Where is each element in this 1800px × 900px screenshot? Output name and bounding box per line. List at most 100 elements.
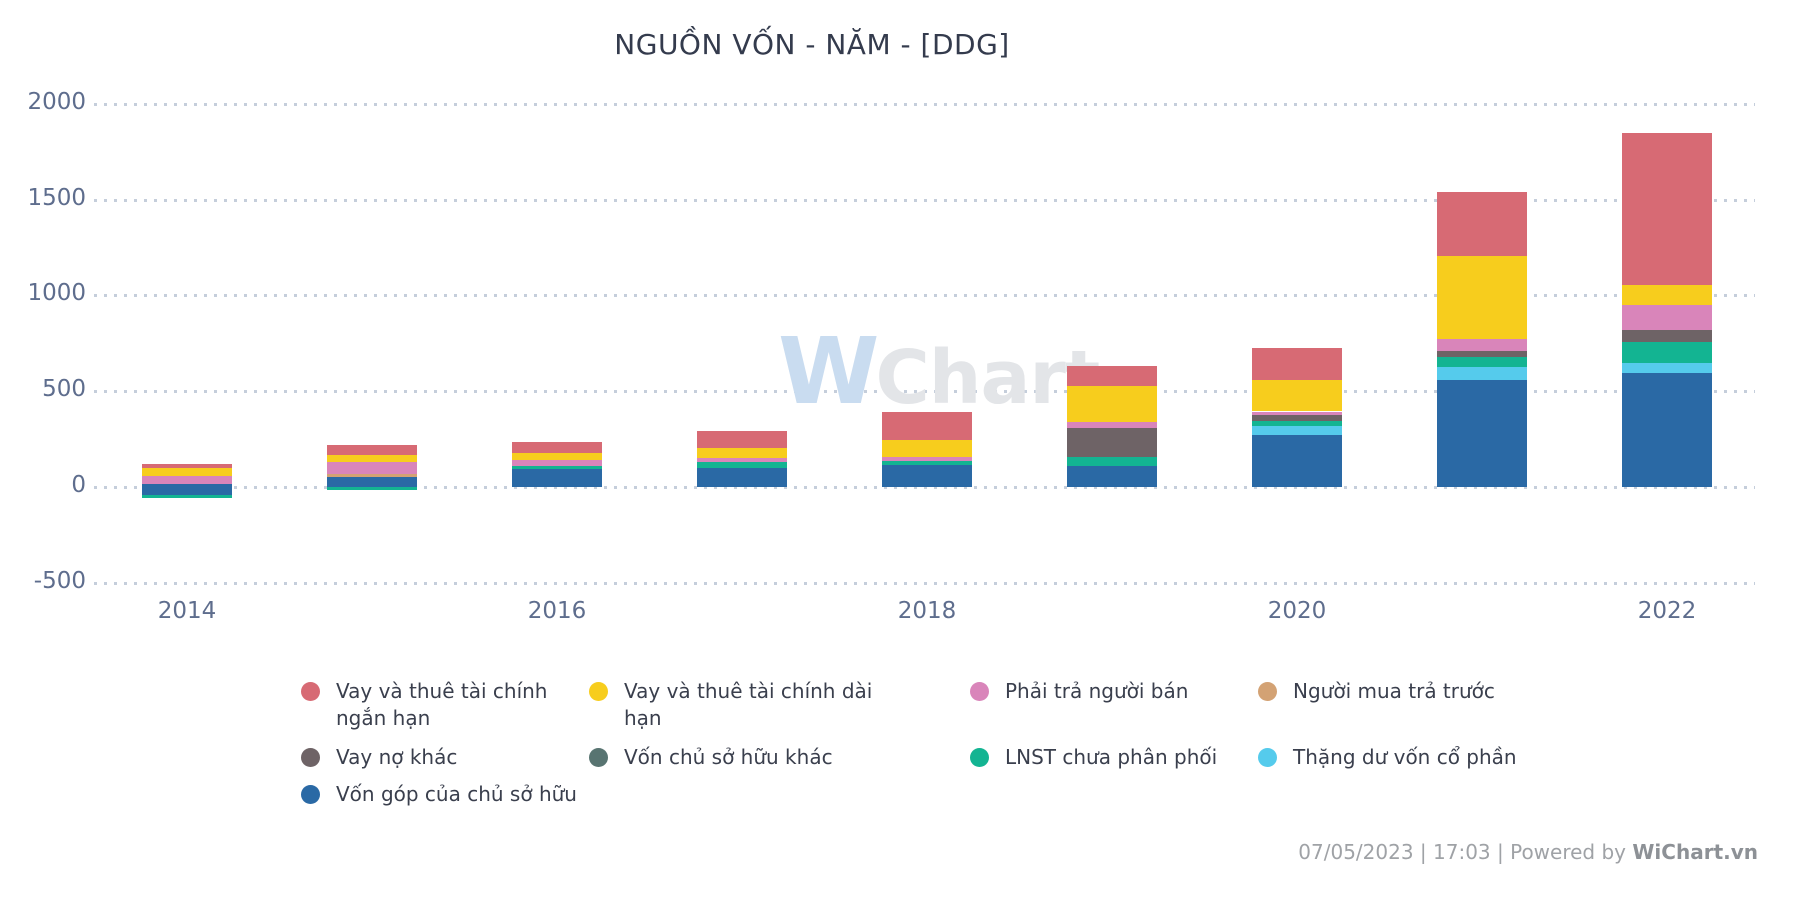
bar-2018-segment-2[interactable] <box>882 456 972 462</box>
y-tick-1000: 1000 <box>27 280 86 307</box>
bar-2020[interactable] <box>1252 348 1342 487</box>
bar-2019-segment-0[interactable] <box>1067 365 1157 387</box>
gridline--500 <box>94 581 1755 585</box>
bar-2021-segment-6[interactable] <box>1437 380 1527 487</box>
bar-2016-segment-4[interactable] <box>512 468 602 487</box>
bar-2017-segment-4[interactable] <box>697 467 787 487</box>
legend-item-0[interactable]: Vay và thuê tài chính ngắn hạn <box>301 678 576 732</box>
gridline-0 <box>94 486 1755 489</box>
legend-label: Vay và thuê tài chính dài hạn <box>624 679 873 730</box>
bar-2017-segment-3[interactable] <box>697 462 787 468</box>
gridline-1500 <box>94 198 1755 202</box>
bar-2017-segment-0[interactable] <box>697 431 787 448</box>
bar-2015-segment-4[interactable] <box>327 477 417 487</box>
legend-item-2[interactable]: Phải trả người bán <box>970 678 1188 705</box>
y-tick-500: 500 <box>42 376 86 403</box>
x-tick-2014: 2014 <box>157 598 217 624</box>
gridline-1000 <box>94 294 1755 298</box>
legend-swatch-icon <box>589 748 608 767</box>
bar-2020-segment-6[interactable] <box>1252 434 1342 487</box>
bar-2019-segment-1[interactable] <box>1067 386 1157 423</box>
bar-2015-segment-2[interactable] <box>327 462 417 475</box>
legend-item-7[interactable]: Thặng dư vốn cổ phần <box>1258 744 1517 771</box>
bar-2020-segment-0[interactable] <box>1252 348 1342 381</box>
bar-2021-segment-3[interactable] <box>1437 351 1527 357</box>
bar-2019-segment-4[interactable] <box>1067 457 1157 467</box>
footer: 07/05/2023 | 17:03 | Powered by WiChart.… <box>1298 840 1758 864</box>
bar-2019[interactable] <box>1067 365 1157 487</box>
y-tick-2000: 2000 <box>27 88 86 115</box>
legend-item-5[interactable]: Vốn chủ sở hữu khác <box>589 744 833 771</box>
bar-2019-segment-3[interactable] <box>1067 427 1157 458</box>
bar-2020-segment-2[interactable] <box>1252 411 1342 415</box>
bar-2020-segment-4[interactable] <box>1252 420 1342 426</box>
y-tick-1500: 1500 <box>27 184 86 211</box>
bar-2021-segment-0[interactable] <box>1437 191 1527 256</box>
bar-2014-segment-2[interactable] <box>142 476 232 485</box>
bar-2017-segment-2[interactable] <box>697 457 787 463</box>
bar-2016-segment-0[interactable] <box>512 442 602 454</box>
bar-2016-segment-3[interactable] <box>512 465 602 469</box>
wichart-logo-w-icon: W <box>778 318 880 425</box>
bar-2015-segment-1[interactable] <box>327 454 417 463</box>
legend-swatch-icon <box>1258 682 1277 701</box>
bar-2020-segment-5[interactable] <box>1252 425 1342 435</box>
bar-2021[interactable] <box>1437 191 1527 487</box>
bar-2016[interactable] <box>512 442 602 487</box>
legend-label: Vay và thuê tài chính ngắn hạn <box>336 679 548 730</box>
bar-2021-segment-1[interactable] <box>1437 255 1527 340</box>
bar-2015-segment-0[interactable] <box>327 445 417 455</box>
legend-item-3[interactable]: Người mua trả trước <box>1258 678 1495 705</box>
bar-2014[interactable] <box>142 463 232 498</box>
bar-2022-segment-4[interactable] <box>1622 341 1712 363</box>
bar-2015[interactable] <box>327 445 417 491</box>
bar-2016-segment-1[interactable] <box>512 453 602 460</box>
bar-2020-segment-1[interactable] <box>1252 380 1342 412</box>
bar-2016-segment-2[interactable] <box>512 459 602 466</box>
bar-2018-segment-3[interactable] <box>882 461 972 466</box>
legend-item-1[interactable]: Vay và thuê tài chính dài hạn <box>589 678 892 732</box>
legend-swatch-icon <box>589 682 608 701</box>
bar-2022-segment-3[interactable] <box>1622 330 1712 342</box>
bar-2019-segment-5[interactable] <box>1067 466 1157 487</box>
bar-2022-segment-6[interactable] <box>1622 373 1712 487</box>
legend-swatch-icon <box>301 682 320 701</box>
bar-2021-segment-2[interactable] <box>1437 339 1527 352</box>
legend-label: Vay nợ khác <box>336 745 458 769</box>
gridline-2000 <box>94 102 1755 106</box>
legend-item-6[interactable]: LNST chưa phân phối <box>970 744 1217 771</box>
bar-2014-segment-3[interactable] <box>142 484 232 496</box>
legend-label: Vốn chủ sở hữu khác <box>624 745 833 769</box>
bar-2022-segment-2[interactable] <box>1622 305 1712 331</box>
legend-item-8[interactable]: Vốn góp của chủ sở hữu <box>301 781 577 808</box>
bar-2022-segment-1[interactable] <box>1622 285 1712 306</box>
legend-label: Thặng dư vốn cổ phần <box>1293 745 1517 769</box>
bar-2018[interactable] <box>882 411 972 487</box>
bar-2018-segment-4[interactable] <box>882 465 972 487</box>
bar-2020-segment-3[interactable] <box>1252 414 1342 421</box>
legend-swatch-icon <box>301 748 320 767</box>
bar-2017-segment-1[interactable] <box>697 447 787 458</box>
bar-2015-segment-5[interactable] <box>327 486 417 491</box>
bar-2019-segment-2[interactable] <box>1067 422 1157 428</box>
bar-2022-segment-5[interactable] <box>1622 362 1712 374</box>
wichart-logo-text: Chart <box>875 335 1100 421</box>
gridline-500 <box>94 390 1755 394</box>
bar-2021-segment-5[interactable] <box>1437 366 1527 381</box>
legend-swatch-icon <box>1258 748 1277 767</box>
bar-2022[interactable] <box>1622 132 1712 487</box>
bar-2018-segment-0[interactable] <box>882 411 972 440</box>
wichart-watermark: WChart <box>778 318 1100 425</box>
bar-2014-segment-4[interactable] <box>142 495 232 498</box>
bar-2017[interactable] <box>697 431 787 487</box>
bar-2022-segment-0[interactable] <box>1622 132 1712 286</box>
legend-swatch-icon <box>970 748 989 767</box>
legend-item-4[interactable]: Vay nợ khác <box>301 744 457 771</box>
bar-2021-segment-4[interactable] <box>1437 356 1527 367</box>
bar-2015-segment-3[interactable] <box>327 474 417 477</box>
y-tick-0: 0 <box>71 472 86 498</box>
bar-2014-segment-1[interactable] <box>142 467 232 477</box>
legend-label: Người mua trả trước <box>1293 679 1495 703</box>
bar-2014-segment-0[interactable] <box>142 463 232 468</box>
bar-2018-segment-1[interactable] <box>882 439 972 457</box>
